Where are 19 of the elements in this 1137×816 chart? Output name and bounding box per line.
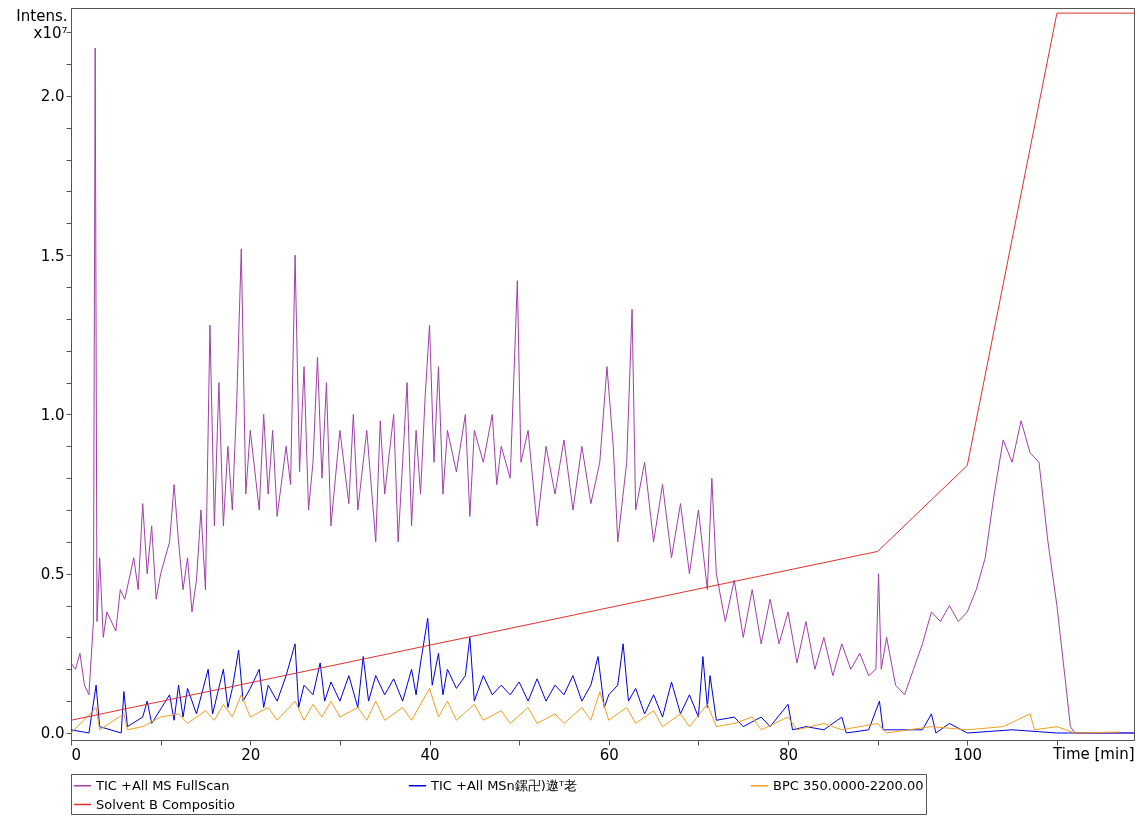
x-axis-title: Time [min]	[1052, 744, 1135, 763]
y-tick-label: 1.0	[40, 405, 65, 424]
x-tick-label: 20	[241, 745, 261, 764]
x-tick-label: 100	[953, 745, 983, 764]
legend-label: TIC +All MS FullScan	[95, 777, 230, 793]
y-axis-title: Intens. x10⁷	[16, 6, 68, 42]
y-tick-label: 0.5	[40, 565, 65, 584]
legend-label: TIC +All MSn鏍卍)遨ᵀ老	[430, 777, 577, 793]
x-tick-label: 0	[71, 745, 82, 764]
legend-label: Solvent B Compositio	[96, 796, 236, 812]
line-series	[71, 687, 1121, 734]
text: 0.0	[40, 724, 65, 743]
x-tick-label: 80	[778, 745, 799, 764]
y-tick-label: 1.5	[40, 246, 65, 265]
y-tick-label: 2.0	[40, 87, 65, 106]
x-tick-label: 40	[420, 745, 440, 764]
line-series	[71, 617, 1134, 734]
x-tick-label: 60	[599, 745, 619, 764]
legend-label: BPC 350.0000-2200.00	[773, 777, 924, 793]
